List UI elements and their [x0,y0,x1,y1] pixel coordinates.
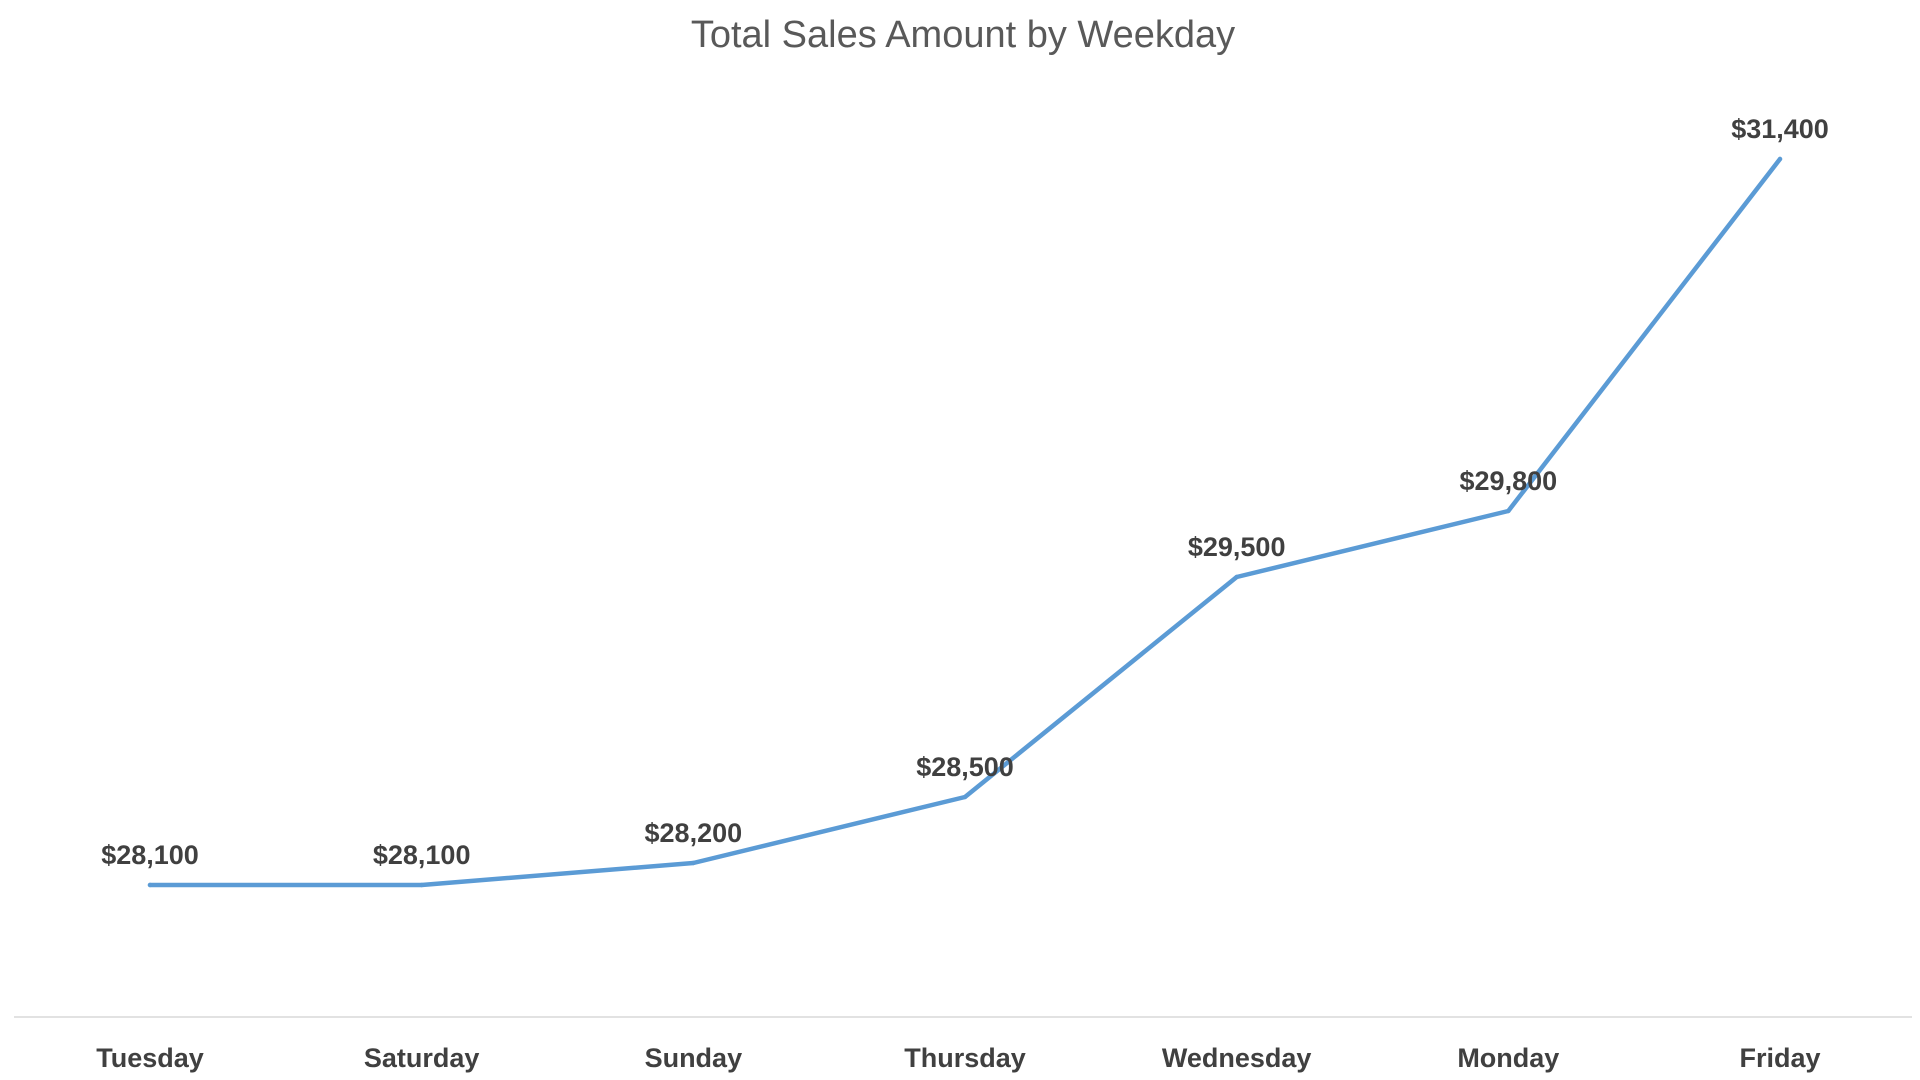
series-layer [147,156,1783,888]
x-tick-label-monday: Monday [1457,1043,1559,1073]
x-tick-label-sunday: Sunday [645,1043,743,1073]
x-axis-tick-layer: Tuesday Saturday Sunday Thursday Wednesday Mo… [96,1043,1820,1073]
data-point-friday [1777,156,1783,162]
x-tick-label-friday: Friday [1739,1043,1820,1073]
data-label-thursday: $28,500 [916,752,1014,782]
data-label-wednesday: $29,500 [1188,532,1286,562]
data-label-friday: $31,400 [1731,114,1829,144]
data-label-layer: $28,100 $28,100 $28,200 $28,500 $29,500 $29,8… [101,114,1829,870]
x-tick-label-thursday: Thursday [904,1043,1026,1073]
data-point-sunday [691,860,696,866]
data-point-saturday [419,882,424,888]
data-label-saturday: $28,100 [373,840,471,870]
data-label-tuesday: $28,100 [101,840,199,870]
chart-title: Total Sales Amount by Weekday [691,14,1235,56]
data-point-thursday [962,794,968,800]
data-point-tuesday [147,882,153,888]
x-tick-label-saturday: Saturday [364,1043,480,1073]
x-tick-label-tuesday: Tuesday [96,1043,204,1073]
data-label-monday: $29,800 [1460,466,1558,496]
data-point-monday [1506,508,1511,514]
data-label-sunday: $28,200 [645,818,743,848]
data-point-wednesday [1234,574,1239,580]
x-tick-label-wednesday: Wednesday [1162,1043,1312,1073]
